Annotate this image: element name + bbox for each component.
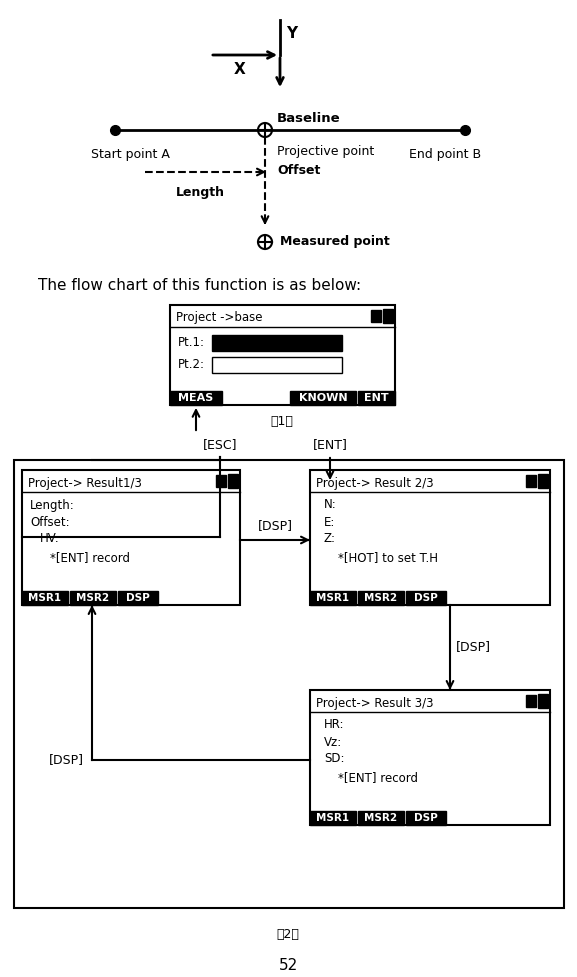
Bar bbox=[212, 335, 342, 351]
Bar bbox=[358, 391, 395, 405]
Text: HV:: HV: bbox=[40, 532, 60, 545]
Text: [DSP]: [DSP] bbox=[456, 641, 491, 654]
Text: MSR1: MSR1 bbox=[28, 593, 62, 603]
Bar bbox=[358, 811, 404, 825]
Text: KNOWN: KNOWN bbox=[299, 393, 347, 403]
Bar bbox=[538, 474, 548, 488]
Text: [DSP]: [DSP] bbox=[49, 753, 84, 767]
Bar bbox=[14, 460, 564, 908]
Text: Projective point: Projective point bbox=[277, 145, 374, 158]
Text: MSR1: MSR1 bbox=[316, 813, 350, 823]
Bar bbox=[170, 391, 222, 405]
Text: MSR1: MSR1 bbox=[316, 593, 350, 603]
Text: MSR2: MSR2 bbox=[365, 813, 398, 823]
Bar bbox=[118, 591, 158, 605]
Text: 52: 52 bbox=[278, 958, 298, 973]
Bar bbox=[216, 475, 226, 487]
Text: MEAS: MEAS bbox=[178, 393, 213, 403]
Text: Project-> Result 2/3: Project-> Result 2/3 bbox=[316, 477, 434, 489]
Text: Offset: Offset bbox=[277, 163, 320, 177]
Text: Length:: Length: bbox=[30, 498, 75, 512]
Bar bbox=[170, 305, 395, 405]
Text: Start point A: Start point A bbox=[91, 148, 170, 161]
Bar bbox=[310, 591, 356, 605]
Text: Offset:: Offset: bbox=[30, 516, 70, 529]
Text: DSP: DSP bbox=[414, 593, 438, 603]
Text: Length: Length bbox=[175, 186, 224, 199]
Text: DSP: DSP bbox=[126, 593, 150, 603]
Text: SD:: SD: bbox=[324, 752, 344, 766]
Text: Project-> Result1/3: Project-> Result1/3 bbox=[28, 477, 142, 489]
Text: End point B: End point B bbox=[409, 148, 481, 161]
Bar bbox=[383, 309, 393, 323]
Text: *[ENT] record: *[ENT] record bbox=[338, 772, 418, 785]
Text: *[ENT] record: *[ENT] record bbox=[50, 551, 130, 565]
Text: HR:: HR: bbox=[324, 718, 344, 732]
Text: （1）: （1） bbox=[271, 415, 294, 428]
Text: X: X bbox=[234, 62, 246, 76]
Bar bbox=[371, 310, 381, 322]
Bar bbox=[22, 591, 68, 605]
Bar bbox=[310, 811, 356, 825]
Bar bbox=[406, 591, 446, 605]
Text: MSR2: MSR2 bbox=[365, 593, 398, 603]
Text: The flow chart of this function is as below:: The flow chart of this function is as be… bbox=[38, 278, 361, 293]
Text: Y: Y bbox=[286, 25, 298, 40]
Text: [ESC]: [ESC] bbox=[203, 439, 237, 451]
Text: Pt.2:: Pt.2: bbox=[178, 359, 205, 371]
Text: DSP: DSP bbox=[414, 813, 438, 823]
Bar bbox=[212, 357, 342, 373]
Bar bbox=[526, 695, 536, 707]
Text: Baseline: Baseline bbox=[277, 111, 340, 124]
Text: Measured point: Measured point bbox=[280, 235, 389, 248]
Bar bbox=[538, 694, 548, 708]
Text: *[HOT] to set T.H: *[HOT] to set T.H bbox=[338, 551, 438, 565]
Text: N:: N: bbox=[324, 498, 337, 512]
Text: Project ->base: Project ->base bbox=[176, 312, 263, 324]
Text: Z:: Z: bbox=[324, 532, 336, 545]
Bar bbox=[526, 475, 536, 487]
Text: MSR2: MSR2 bbox=[76, 593, 110, 603]
Bar bbox=[70, 591, 116, 605]
Bar bbox=[310, 470, 550, 605]
Bar bbox=[406, 811, 446, 825]
Bar bbox=[358, 591, 404, 605]
Text: E:: E: bbox=[324, 516, 335, 529]
Bar bbox=[22, 470, 240, 605]
Text: Pt.1:: Pt.1: bbox=[178, 336, 205, 350]
Text: Vz:: Vz: bbox=[324, 736, 342, 748]
Bar bbox=[310, 690, 550, 825]
Text: ENT: ENT bbox=[364, 393, 388, 403]
Text: [DSP]: [DSP] bbox=[257, 519, 293, 532]
Bar bbox=[228, 474, 238, 488]
Text: [ENT]: [ENT] bbox=[313, 439, 347, 451]
Text: （2）: （2） bbox=[276, 928, 299, 941]
Bar bbox=[290, 391, 356, 405]
Text: Project-> Result 3/3: Project-> Result 3/3 bbox=[316, 697, 433, 709]
